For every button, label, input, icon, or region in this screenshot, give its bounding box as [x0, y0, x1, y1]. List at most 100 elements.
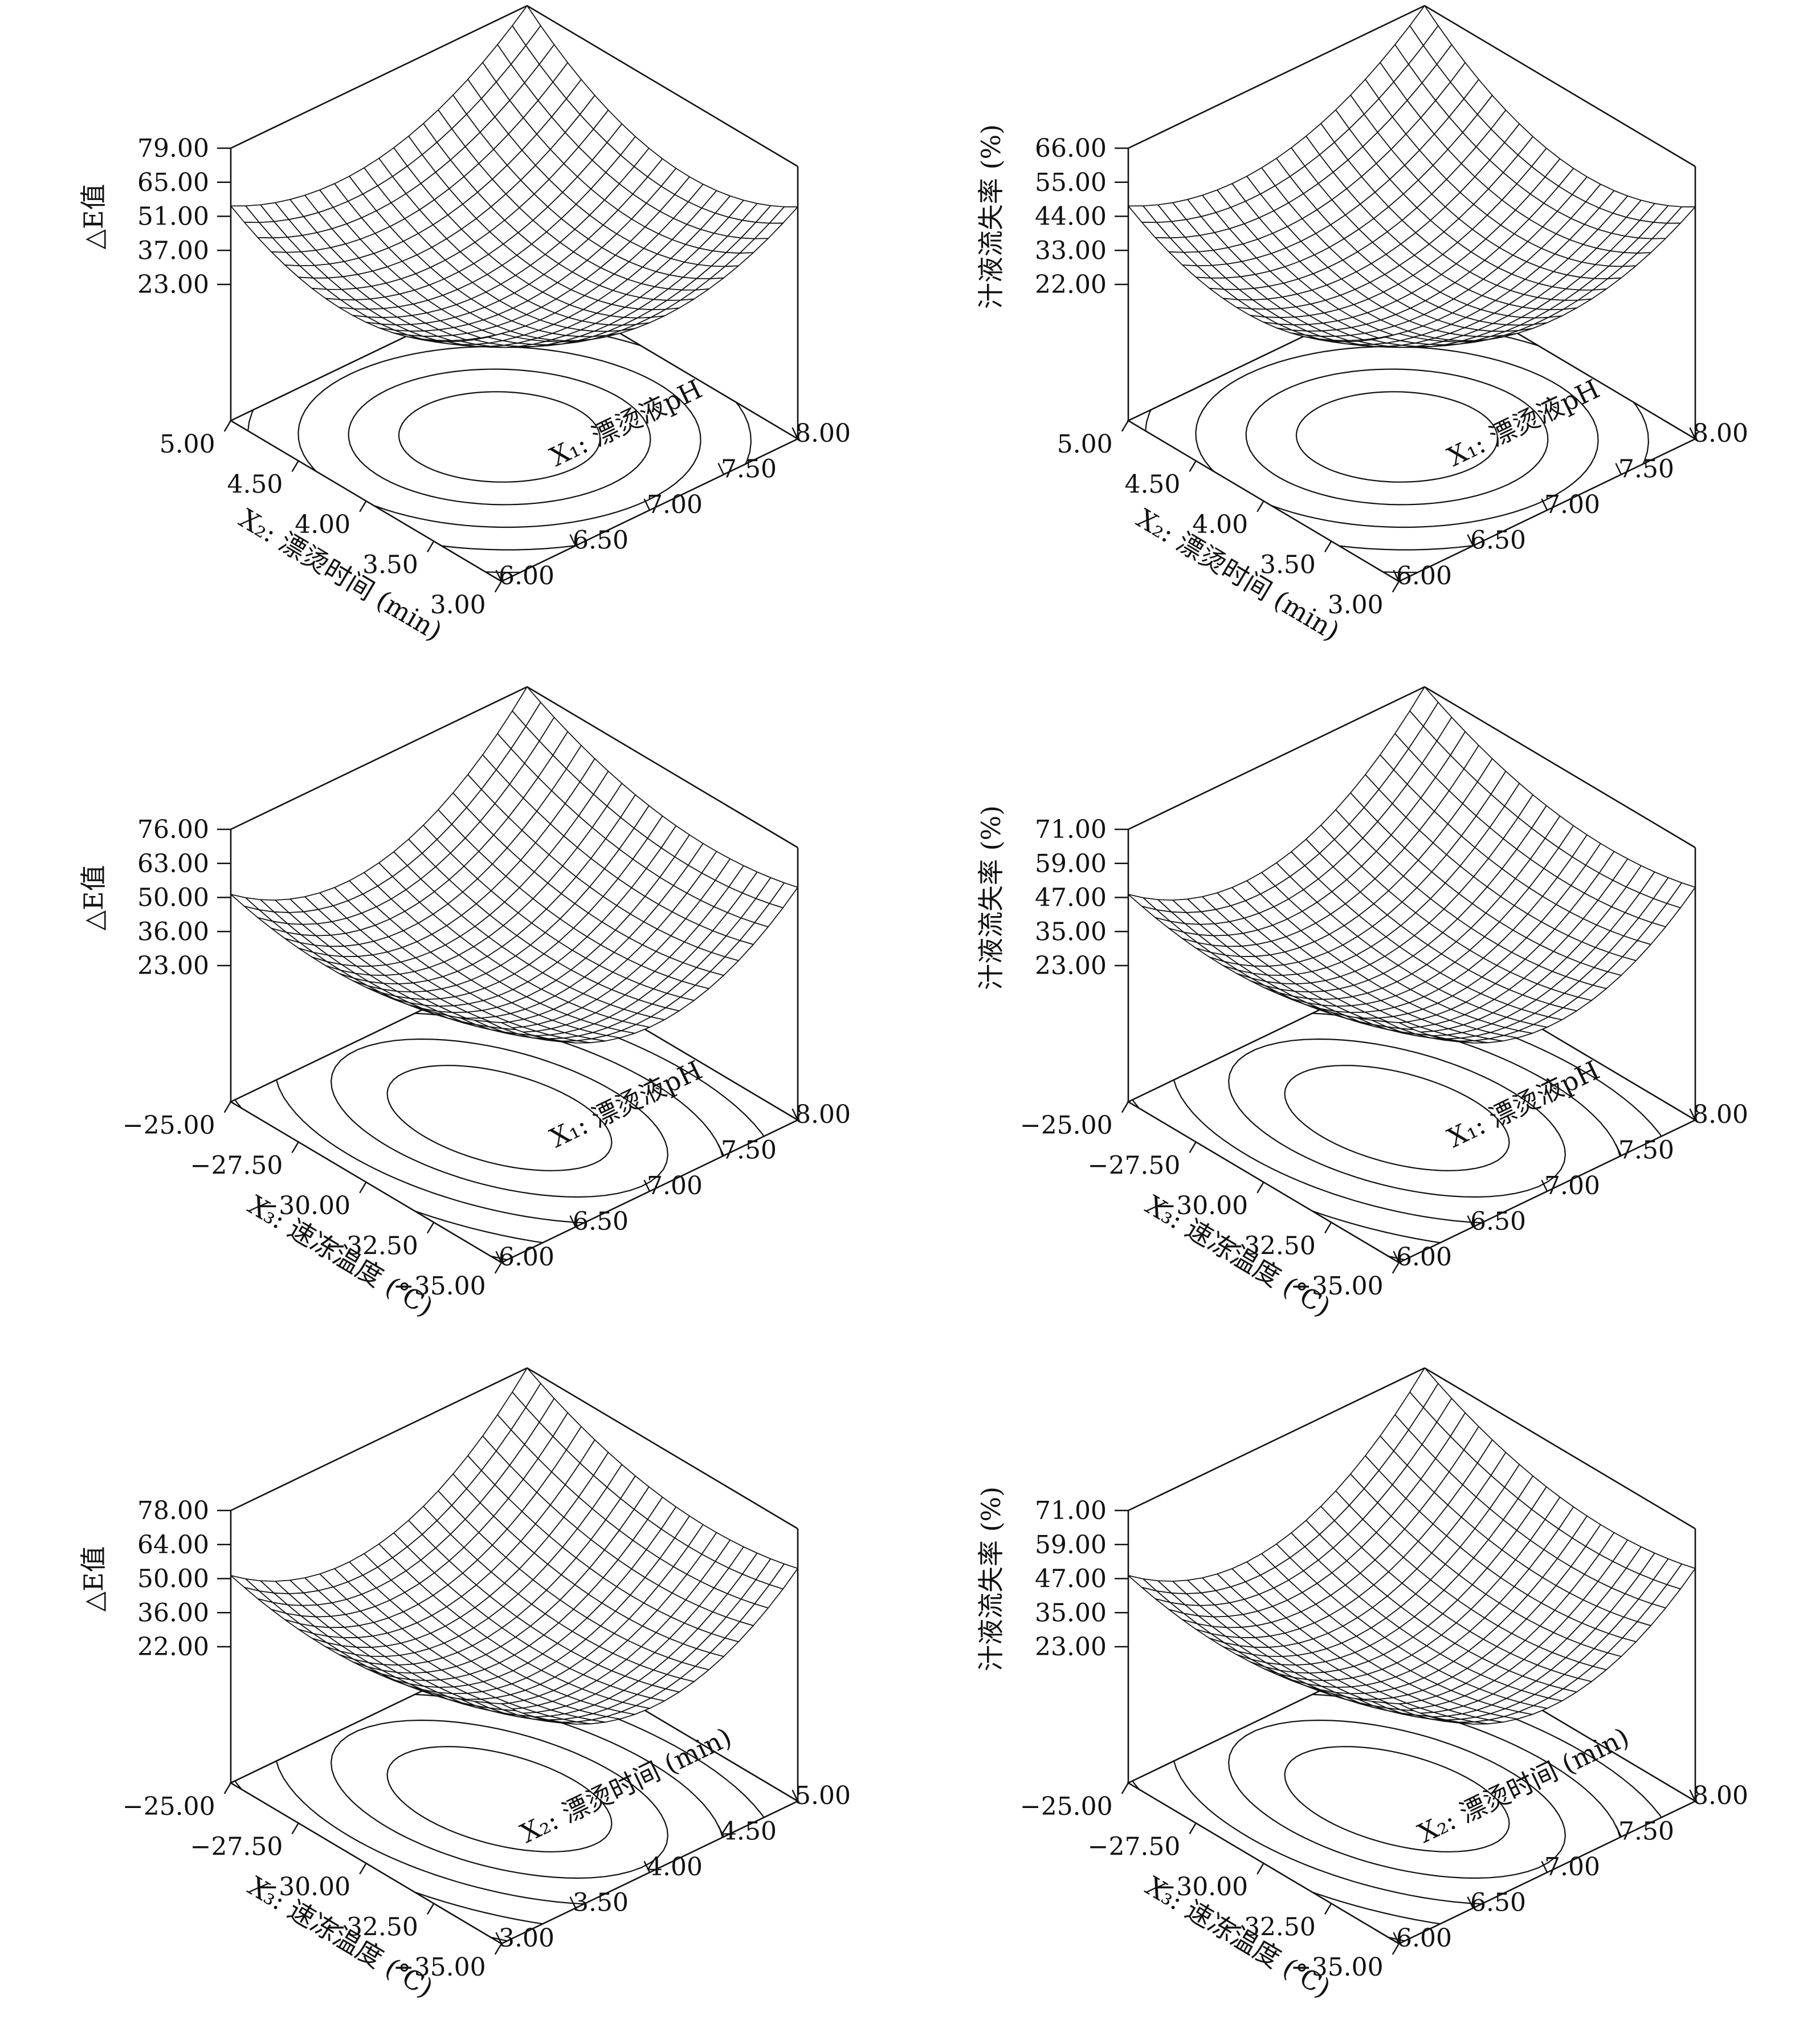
- left-axis-tick-label: 4.00: [1192, 510, 1248, 539]
- left-axis-tick-label: −27.50: [190, 1151, 283, 1180]
- right-axis-tick-label: 6.50: [1470, 1207, 1526, 1236]
- right-axis-title: X₂: 漂烫时间 (min): [516, 1721, 736, 1849]
- left-axis-tick-label: −35.00: [393, 1272, 486, 1301]
- left-axis-tick-label: −27.50: [1088, 1151, 1181, 1180]
- surface-mesh: [230, 686, 798, 1044]
- surface-plot-1: 79.00 65.00 51.00 37.00 23.00 5.00 4.50 4.00 3.5…: [0, 0, 898, 681]
- z-tick-label: 65.00: [137, 168, 209, 197]
- axis-ticks: [1115, 147, 1696, 593]
- surface-plot-3: 76.00 63.00 50.00 36.00 23.00 −25.00 −27.50 −30…: [0, 681, 898, 1362]
- right-axis-tick-label: 7.50: [721, 1135, 777, 1164]
- z-tick-label: 59.00: [1035, 1530, 1107, 1560]
- z-tick-label: 64.00: [137, 1530, 209, 1560]
- left-axis-tick-label: 3.50: [362, 550, 418, 579]
- right-axis-tick-label: 8.00: [795, 1100, 851, 1129]
- right-axis-tick-label: 8.00: [1692, 1781, 1748, 1810]
- z-tick-label: 36.00: [137, 1598, 209, 1627]
- left-axis-tick-label: −25.00: [1020, 1792, 1113, 1821]
- right-axis-tick-label: 8.00: [1692, 1100, 1748, 1129]
- right-axis-tick-label: 7.50: [1618, 1817, 1674, 1846]
- z-axis-title: △E值: [78, 865, 109, 931]
- right-axis-tick-label: 7.00: [1544, 490, 1600, 519]
- z-axis-title: △E值: [78, 1546, 109, 1612]
- left-axis-tick-label: −35.00: [393, 1953, 486, 1982]
- left-axis-tick-label: −32.50: [325, 1912, 418, 1941]
- left-axis-tick-label: −35.00: [1291, 1953, 1384, 1982]
- z-tick-label: 66.00: [1035, 134, 1107, 163]
- z-tick-label: 47.00: [1035, 883, 1107, 913]
- z-tick-label: 50.00: [137, 1565, 209, 1594]
- surface-plot-4: 71.00 59.00 47.00 35.00 23.00 −25.00 −27.50 −30…: [898, 681, 1795, 1362]
- left-axis-tick-label: −30.00: [258, 1872, 350, 1902]
- left-axis-tick-label: −32.50: [1223, 1231, 1316, 1260]
- z-axis-title: 汁液流失率 (%): [976, 1487, 1006, 1671]
- right-axis-tick-label: 3.50: [573, 1888, 629, 1917]
- right-axis-tick-label: 7.00: [1544, 1171, 1600, 1200]
- z-tick-label: 22.00: [137, 1632, 209, 1662]
- right-axis-tick-label: 4.00: [647, 1852, 703, 1882]
- left-axis-tick-label: 4.50: [227, 470, 283, 499]
- right-axis-tick-label: 7.50: [1618, 1135, 1674, 1164]
- left-axis-tick-label: −27.50: [1088, 1832, 1181, 1861]
- axis-ticks: [217, 1509, 799, 1955]
- z-tick-label: 51.00: [137, 202, 209, 231]
- left-axis-tick-label: −32.50: [325, 1231, 418, 1260]
- right-axis-tick-label: 7.00: [1544, 1852, 1600, 1882]
- right-axis-tick-label: 6.50: [573, 1207, 629, 1236]
- plot-frame: [230, 1367, 799, 1801]
- z-tick-label: 37.00: [137, 236, 209, 265]
- right-axis-tick-label: 6.00: [499, 1243, 554, 1272]
- left-axis-tick-label: −35.00: [1291, 1272, 1384, 1301]
- surface-plot-2: 66.00 55.00 44.00 33.00 22.00 5.00 4.50 4.00 3.5…: [898, 0, 1795, 681]
- right-axis-tick-label: 5.00: [795, 1781, 851, 1810]
- surface-mesh: [1128, 686, 1696, 1044]
- left-axis-tick-label: 3.50: [1260, 550, 1316, 579]
- surface-plot-5: 78.00 64.00 50.00 36.00 22.00 −25.00 −27.50 −30…: [0, 1362, 898, 2043]
- left-axis-tick-label: 4.00: [295, 510, 350, 539]
- left-axis-tick-label: 5.00: [1057, 430, 1113, 459]
- left-axis-tick-label: −30.00: [258, 1191, 350, 1220]
- z-tick-label: 35.00: [1035, 917, 1107, 946]
- right-axis-tick-label: 6.50: [1470, 526, 1526, 555]
- right-axis-tick-label: 6.00: [1396, 1924, 1452, 1953]
- z-tick-label: 23.00: [137, 270, 209, 299]
- left-axis-tick-label: −32.50: [1223, 1912, 1316, 1941]
- z-tick-label: 23.00: [1035, 1632, 1107, 1662]
- left-axis-tick-label: 3.00: [430, 591, 486, 620]
- axis-ticks: [1115, 1509, 1696, 1955]
- surface-mesh: [1128, 5, 1696, 348]
- axis-ticks: [217, 828, 799, 1274]
- right-axis-title: X₂: 漂烫时间 (min): [1413, 1721, 1634, 1849]
- left-axis-tick-label: −30.00: [1155, 1872, 1248, 1902]
- z-tick-label: 55.00: [1035, 168, 1107, 197]
- right-axis-tick-label: 6.50: [1470, 1888, 1526, 1917]
- z-tick-label: 35.00: [1035, 1598, 1107, 1627]
- right-axis-tick-label: 7.00: [647, 1171, 703, 1200]
- z-axis-title: 汁液流失率 (%): [976, 124, 1006, 309]
- right-axis-tick-label: 8.00: [795, 419, 851, 448]
- surface-mesh: [230, 1367, 798, 1725]
- right-axis-tick-label: 7.50: [721, 454, 777, 483]
- left-axis-tick-label: −30.00: [1155, 1191, 1248, 1220]
- right-axis-tick-label: 4.50: [721, 1817, 777, 1846]
- z-tick-label: 23.00: [1035, 951, 1107, 980]
- left-axis-tick-label: −27.50: [190, 1832, 283, 1861]
- right-axis-tick-label: 6.00: [1396, 561, 1452, 591]
- left-axis-tick-label: 5.00: [160, 430, 215, 459]
- right-axis-title: X₁: 漂烫液pH: [545, 373, 707, 473]
- z-tick-label: 44.00: [1035, 202, 1107, 231]
- left-axis-tick-label: −25.00: [1020, 1111, 1113, 1140]
- z-tick-label: 47.00: [1035, 1565, 1107, 1594]
- z-tick-label: 23.00: [137, 951, 209, 980]
- right-axis-tick-label: 6.00: [1396, 1243, 1452, 1272]
- right-axis-tick-label: 3.00: [499, 1924, 554, 1953]
- surface-mesh: [1128, 1367, 1696, 1725]
- plot-frame: [1127, 5, 1696, 439]
- surface-plot-6: 71.00 59.00 47.00 35.00 23.00 −25.00 −27.50 −30…: [898, 1362, 1795, 2043]
- axis-ticks: [1115, 828, 1696, 1274]
- z-tick-label: 33.00: [1035, 236, 1107, 265]
- z-tick-label: 71.00: [1035, 815, 1107, 844]
- z-tick-label: 71.00: [1035, 1496, 1107, 1525]
- z-tick-label: 76.00: [137, 815, 209, 844]
